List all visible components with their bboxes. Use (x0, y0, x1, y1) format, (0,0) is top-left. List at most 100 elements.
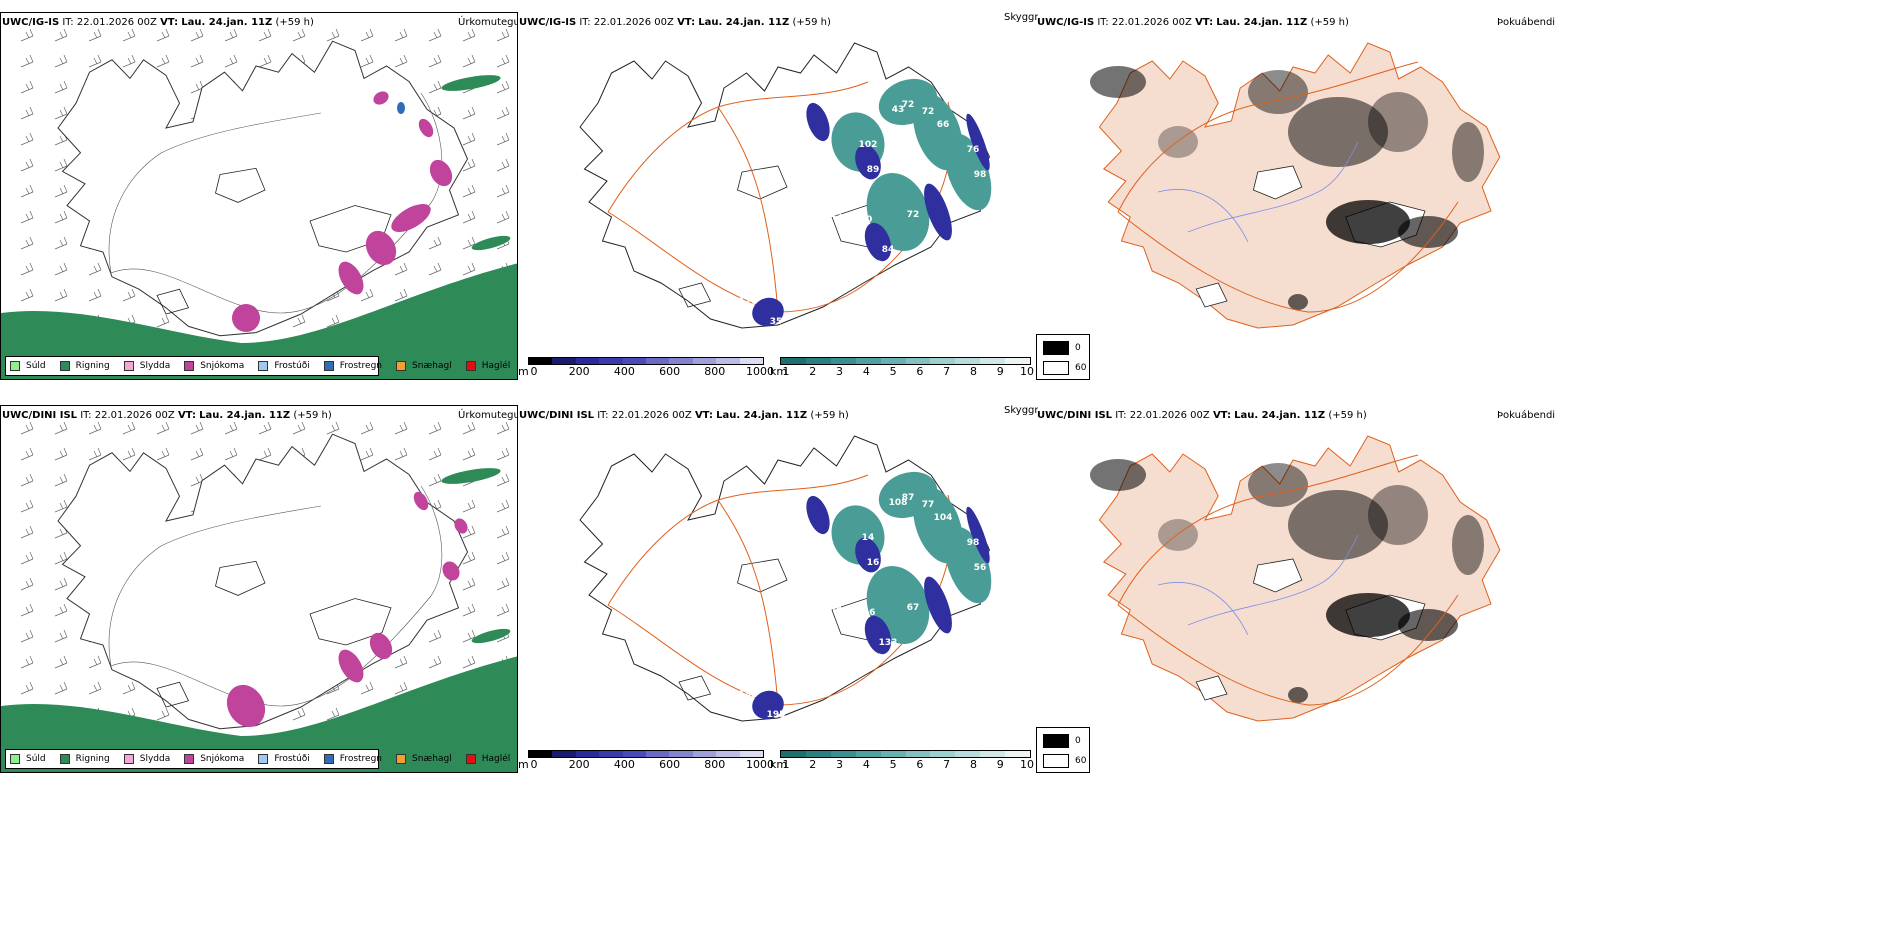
legend-swatch (396, 361, 407, 371)
colorbar-bin (599, 751, 623, 757)
colorbar-bin (669, 358, 693, 364)
colorbar-tick: 0 (530, 758, 538, 771)
wind-barb (20, 603, 34, 617)
colorbar-bin (622, 358, 647, 364)
wind-barb (20, 499, 34, 513)
wind-barb (394, 655, 408, 669)
low-cloud-area (806, 102, 830, 142)
legend-swatch (123, 361, 134, 371)
wind-barb (156, 447, 170, 461)
colorbar-bin (529, 751, 553, 757)
wind-barb (190, 421, 204, 435)
wind-barb (20, 473, 34, 487)
cloudbase-colorbar: m 0 200 400 600 800 1000 (518, 357, 774, 379)
snow-area (338, 261, 364, 295)
colorbar-tick: 1 (782, 758, 790, 771)
panel-name: Þokuábendi (1497, 410, 1556, 421)
legend-item: Snjókoma (184, 754, 244, 764)
cloud-base-label: 14 (862, 533, 875, 543)
wind-barb (462, 421, 476, 435)
river (1157, 582, 1249, 636)
colorbar-bin (692, 358, 717, 364)
wind-barb (496, 499, 510, 513)
wind-barb (88, 28, 102, 42)
road (110, 92, 443, 314)
fog-indicator-area (1398, 609, 1458, 641)
wind-barb (326, 28, 340, 42)
road (1117, 61, 1419, 213)
road (717, 499, 779, 706)
cloud-base-label: 72 (907, 210, 920, 220)
cloud-base-label: 108 (889, 498, 908, 508)
wind-barb (462, 210, 476, 224)
wind-barb (54, 473, 68, 487)
cloud-base-label: 76 (967, 145, 980, 155)
legend-item: Frostúði (258, 361, 310, 371)
wind-barb (462, 577, 476, 591)
wind-barb (122, 288, 136, 302)
fog-map-canvas (1090, 435, 1501, 722)
wind-barb (54, 551, 68, 565)
glacier-outline (737, 558, 788, 593)
wind-barb (462, 551, 476, 565)
road (110, 485, 443, 707)
iceland-map (57, 40, 469, 337)
wind-barb (428, 473, 442, 487)
colorbar-bin (1005, 358, 1031, 364)
wind-barb (496, 577, 510, 591)
coastline (57, 433, 469, 730)
colorbar-bin (905, 358, 931, 364)
cloud-base-label: 16 (867, 558, 880, 568)
colorbar-tick: 2 (809, 365, 817, 378)
colorbar-tick: 3 (836, 758, 844, 771)
colorbar-tick: 2 (809, 758, 817, 771)
wind-barb (190, 447, 204, 461)
cloud-base-label: 77 (922, 500, 935, 510)
wind-barb (20, 80, 34, 94)
wind-barb (496, 210, 510, 224)
wind-barb (224, 54, 238, 68)
colorbar-bin (955, 751, 981, 757)
wind-barb (428, 629, 442, 643)
roads (108, 485, 443, 707)
wind-barb (54, 236, 68, 250)
cloud-base-label: 10 (860, 215, 873, 225)
colorbar-tick: 7 (943, 365, 951, 378)
roads (108, 92, 443, 314)
wind-barb (20, 132, 34, 146)
colorbar-tick: 800 (704, 758, 726, 771)
colorbar-bin (692, 751, 717, 757)
wind-barb (462, 132, 476, 146)
legend-swatch (10, 361, 20, 371)
wind-barb (394, 681, 408, 695)
cloud-base-label: 126 (739, 297, 758, 307)
low-cloud-area (752, 297, 784, 327)
legend-item: Rigning (59, 361, 110, 371)
fog-indicator-area (1452, 515, 1484, 575)
legend-label: Snjókoma (200, 361, 245, 371)
wind-barb (496, 184, 510, 198)
cloud-base-label: 23 (830, 210, 843, 220)
panel-name: Úrkomutegund (458, 410, 533, 421)
wind-barb (224, 447, 238, 461)
colorbar-tick: 1000 (746, 365, 774, 378)
wind-barb (122, 28, 136, 42)
river (1187, 534, 1359, 626)
fog-legend-swatch (1043, 754, 1069, 768)
snow-area (391, 204, 431, 232)
visibility-map-bottom: 52 73 14 16 87 108 77 104 98 56 80 44 116 67 133 450 188… (518, 405, 1038, 750)
panel-title: UWC/DINI ISL IT: 22.01.2026 00Z VT: Lau.… (2, 410, 332, 421)
colorbar-unit: m (518, 365, 529, 378)
panel-name: Skyggni (1004, 405, 1044, 416)
legend-item: Súld (10, 361, 46, 371)
snow-area (365, 230, 397, 266)
legend-label: Snæhagl (412, 361, 452, 371)
wind-barb (428, 28, 442, 42)
wind-barb (462, 54, 476, 68)
wind-barb (496, 421, 510, 435)
road (1117, 454, 1419, 606)
fog-indicator-area (1288, 490, 1388, 560)
snow-area (369, 632, 393, 660)
wind-barb (224, 421, 238, 435)
glacier-outline (1195, 282, 1228, 308)
